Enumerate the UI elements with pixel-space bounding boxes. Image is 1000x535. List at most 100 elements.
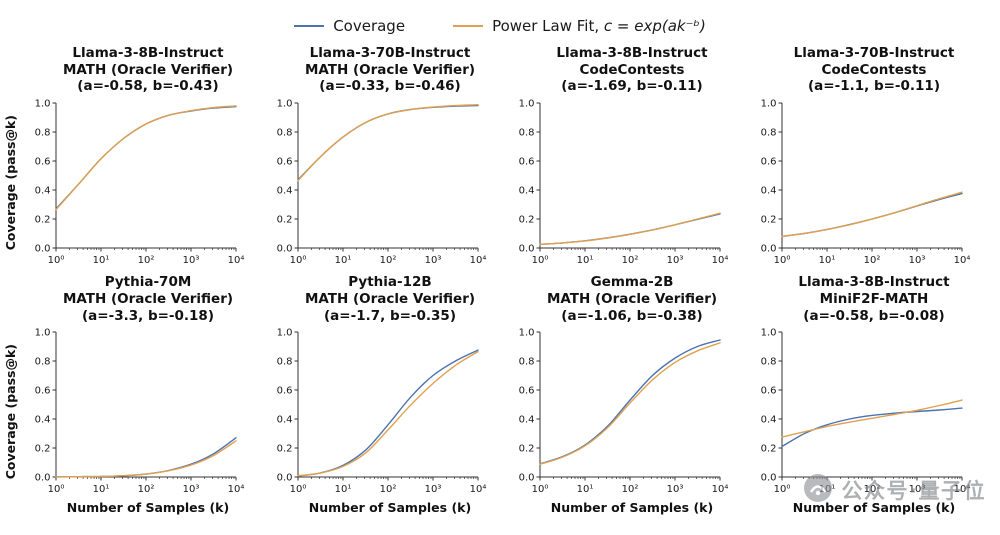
x-tick-label: 10² [622,484,639,495]
plot-canvas: 0.0 0.2 0.4 0.6 0.8 1.0 10⁰ 10¹ 10² 10³ 10⁴ [519,99,729,267]
y-axis-label: Coverage (pass@k) [2,344,18,480]
curve-power-law-fit [539,212,721,246]
y-tick-label: 0.2 [277,444,293,455]
y-tick-label: 1.0 [35,328,51,339]
subplot-title-dataset: CodeContests [821,61,927,78]
subplot-title: Pythia-70M MATH (Oracle Verifier) (a=-3.… [26,274,244,324]
subplot-title-model: Llama-3-8B-Instruct [72,45,224,61]
y-tick-label: 1.0 [277,99,293,110]
y-tick-label: 0.8 [519,357,535,368]
legend-item-power-law-fit: Power Law Fit, c = exp(ak⁻ᵇ) [453,17,706,35]
y-tick-label: 0.0 [277,244,293,255]
y-tick-label: 0.2 [35,444,51,455]
y-tick-label: 1.0 [519,328,535,339]
x-tick-label: 10⁴ [954,484,971,495]
y-tick-label: 0.8 [35,357,51,368]
y-tick-label: 0.4 [761,415,777,426]
subplot-title: Llama-3-8B-Instruct MATH (Oracle Verifie… [26,45,244,95]
x-tick-label: 10² [138,255,155,266]
y-tick-label: 0.0 [761,244,777,255]
y-tick-label: 0.4 [35,415,51,426]
subplot-title-dataset: MATH (Oracle Verifier) [62,290,234,307]
y-tick-label: 0.0 [761,473,777,484]
subplot-grid: Coverage (pass@k) Llama-3-8B-Instruct MA… [0,45,1000,515]
y-tick-label: 0.2 [761,444,777,455]
curve-coverage [297,105,479,181]
x-tick-label: 10³ [183,255,200,266]
subplot-title: Llama-3-70B-Instruct CodeContests (a=-1.… [752,45,970,95]
y-tick-label: 0.2 [277,215,293,226]
x-tick-label: 10¹ [819,255,836,266]
y-tick-label: 0.4 [35,186,51,197]
y-tick-label: 1.0 [35,99,51,110]
y-tick-label: 0.4 [519,186,535,197]
x-tick-label: 10⁴ [470,255,487,266]
subplot-row-bottom: Coverage (pass@k) Pythia-70M MATH (Oracl… [0,274,1000,515]
x-tick-label: 10⁰ [48,255,65,266]
x-tick-label: 10⁰ [290,484,307,495]
subplot-title-model: Llama-3-8B-Instruct [798,274,950,291]
y-tick-label: 1.0 [761,99,777,110]
subplot-title-model: Pythia-12B [348,274,432,291]
subplot-title-model: Llama-3-70B-Instruct [793,45,955,61]
x-tick-label: 10² [380,484,397,495]
subplot-title-params: (a=-3.3, b=-0.18) [82,307,214,324]
y-tick-label: 0.6 [35,157,51,168]
y-tick-label: 1.0 [277,328,293,339]
y-tick-label: 0.6 [277,386,293,397]
subplot-title-params: (a=-1.1, b=-0.11) [808,78,940,95]
y-tick-label: 0.6 [35,386,51,397]
y-tick-label: 0.4 [761,186,777,197]
subplot-title-params: (a=-1.7, b=-0.35) [324,307,456,324]
legend-label-power-law: Power Law Fit, c = exp(ak⁻ᵇ) [492,17,706,35]
subplot-row-top: Coverage (pass@k) Llama-3-8B-Instruct MA… [0,45,1000,270]
y-tick-label: 0.2 [35,215,51,226]
y-tick-label: 0.8 [277,128,293,139]
curve-power-law-fit [55,105,237,211]
curve-coverage [55,106,237,210]
x-tick-label: 10¹ [93,255,110,266]
curve-power-law-fit [539,342,721,466]
x-tick-label: 10⁰ [532,255,549,266]
y-tick-label: 0.0 [277,473,293,484]
plot-canvas: 0.0 0.2 0.4 0.6 0.8 1.0 10⁰ 10¹ 10² 10³ 10⁴ [277,99,487,267]
y-tick-label: 0.2 [519,215,535,226]
x-tick-label: 10⁴ [228,255,245,266]
x-tick-label: 10¹ [577,255,594,266]
plot-canvas: 0.0 0.2 0.4 0.6 0.8 1.0 10⁰ 10¹ 10² 10³ 10⁴ [277,328,487,496]
subplot-6: Pythia-12B MATH (Oracle Verifier) (a=-1.… [268,274,487,516]
subplot-title-model: Gemma-2B [590,274,674,291]
x-axis-label: Number of Samples (k) [308,500,472,516]
x-tick-label: 10³ [909,255,926,266]
y-tick-label: 0.0 [35,244,51,255]
x-axis-label: Number of Samples (k) [550,500,714,516]
y-tick-label: 0.6 [761,157,777,168]
subplot-1: Llama-3-8B-Instruct MATH (Oracle Verifie… [26,45,245,270]
x-tick-label: 10³ [425,255,442,266]
y-tick-label: 0.8 [277,357,293,368]
x-tick-label: 10⁰ [532,484,549,495]
curve-power-law-fit [297,104,479,182]
x-tick-label: 10¹ [335,255,352,266]
subplot-title-dataset: CodeContests [579,61,685,78]
x-tick-label: 10¹ [819,484,836,495]
subplot-2: Llama-3-70B-Instruct MATH (Oracle Verifi… [268,45,487,270]
subplot-title-dataset: MATH (Oracle Verifier) [304,290,476,307]
y-tick-label: 0.8 [761,128,777,139]
x-tick-label: 10² [138,484,155,495]
x-tick-label: 10⁴ [470,484,487,495]
plot-canvas: 0.0 0.2 0.4 0.6 0.8 1.0 10⁰ 10¹ 10² 10³ 10⁴ [761,328,971,496]
curve-power-law-fit [55,440,237,479]
subplot-5: Pythia-70M MATH (Oracle Verifier) (a=-3.… [26,274,245,516]
plot-canvas: 0.0 0.2 0.4 0.6 0.8 1.0 10⁰ 10¹ 10² 10³ 10⁴ [35,99,245,267]
y-tick-label: 0.0 [35,473,51,484]
x-axis-label: Number of Samples (k) [66,500,230,516]
subplot-title-dataset: MATH (Oracle Verifier) [62,61,234,78]
y-tick-label: 0.0 [519,473,535,484]
y-axis-label: Coverage (pass@k) [2,114,18,251]
x-tick-label: 10⁴ [228,484,245,495]
x-tick-label: 10⁰ [774,484,791,495]
plot-canvas: 0.0 0.2 0.4 0.6 0.8 1.0 10⁰ 10¹ 10² 10³ 10⁴ [35,328,245,496]
subplot-title-params: (a=-1.06, b=-0.38) [561,307,703,324]
